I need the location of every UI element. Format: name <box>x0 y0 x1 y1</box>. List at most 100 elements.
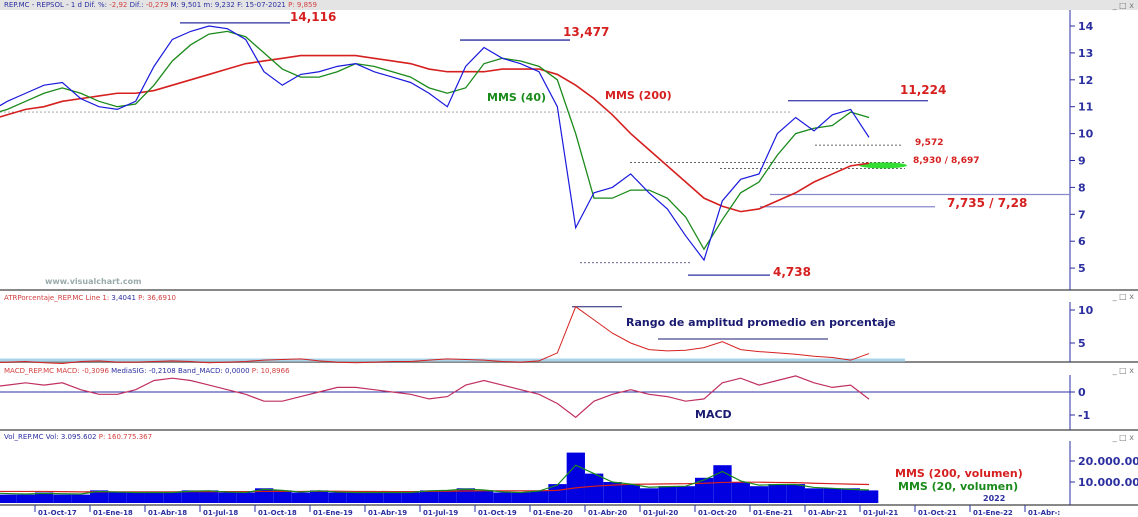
volume-bar <box>768 484 787 503</box>
macd-title: MACD <box>695 408 732 421</box>
date: F: 15-07-2021 <box>237 1 286 9</box>
volume-bar <box>786 484 805 503</box>
x-tick-label: 01-Abr-19 <box>368 509 407 517</box>
x-tick-label: 01-Abr-20 <box>588 509 627 517</box>
volume-bar <box>438 490 457 503</box>
label-vol-mms20: MMS (20, volumen) <box>898 480 1019 493</box>
volume-bar <box>493 492 512 503</box>
volume-bar <box>566 452 585 503</box>
volume-bar <box>181 490 200 503</box>
macd-name: MACD_REP.MC <box>4 367 55 375</box>
vol-p: P: 160.775.367 <box>98 433 153 441</box>
macd-value: -0,3096 <box>81 367 109 375</box>
support-band <box>859 162 907 169</box>
dif: -0,279 <box>145 1 169 9</box>
macd-p: P: 10,8966 <box>251 367 290 375</box>
volume-bar <box>291 492 310 503</box>
macd-axis-tick-label: 0 <box>1078 386 1086 399</box>
annotation-level-7735: 7,735 / 7,28 <box>947 196 1028 210</box>
price-line <box>0 25 870 262</box>
volume-bar <box>841 488 860 503</box>
label-vol-mms200: MMS (200, volumen) <box>895 467 1023 480</box>
x-tick-label: 01-Ene-18 <box>93 509 133 517</box>
volume-bar <box>35 492 54 503</box>
volume-bar <box>200 490 219 503</box>
price-axis-tick-label: 12 <box>1078 74 1093 87</box>
price-axis-tick-label: 6 <box>1078 235 1086 248</box>
volume-bar <box>145 492 164 503</box>
annotation-high-14116: 14,116 <box>290 10 337 24</box>
annotation-low-4738: 4,738 <box>773 265 811 279</box>
year-label: 2022 <box>983 494 1006 503</box>
atr-line-label: Line 1: <box>85 294 110 302</box>
atr-line-value: 3,4041 <box>111 294 136 302</box>
x-tick-label: 01-Jul-20 <box>643 509 678 517</box>
sig-value: -0,2108 <box>148 367 176 375</box>
window-controls-price[interactable]: _ □ x <box>1112 1 1134 10</box>
macd-line <box>0 375 870 419</box>
atr-title: Rango de amplitud promedio en porcentaje <box>626 316 896 329</box>
volume-bar <box>163 492 182 503</box>
volume-bar <box>126 492 145 503</box>
price-axis-tick-label: 5 <box>1078 262 1086 275</box>
atr-axis-tick-label: 5 <box>1078 337 1086 350</box>
volume-mms20-line <box>0 464 870 495</box>
x-tick-label: 01-Ene-20 <box>533 509 573 517</box>
vol-value: 3.095.602 <box>60 433 97 441</box>
volume-bar <box>695 477 714 503</box>
macd-panel-header: MACD_REP.MC MACD: -0,3096 MediaSIG: -0,2… <box>4 367 290 375</box>
volume-bar <box>731 482 750 503</box>
atr-panel-header: ATRPorcentaje_REP.MC Line 1: 3,4041 P: 3… <box>4 294 176 302</box>
volume-bar <box>603 482 622 503</box>
vol-name: Vol_REP.MC <box>4 433 44 441</box>
price-axis-tick-label: 8 <box>1078 181 1086 194</box>
x-tick-label: 01-Ene-22 <box>973 509 1013 517</box>
price-axis-tick-label: 14 <box>1078 20 1094 33</box>
symbol: REP.MC - REPSOL - 1 d <box>4 1 83 9</box>
atr-line <box>0 305 870 364</box>
dif-pct: -2,92 <box>109 1 128 9</box>
x-tick-label: 01-Oct-17 <box>38 509 77 517</box>
volume-bar <box>750 486 769 503</box>
label-mms40: MMS (40) <box>487 91 547 104</box>
volume-bar <box>16 494 35 503</box>
band-label: Band_MACD: <box>177 367 223 375</box>
x-tick-label: 01-Jul-21 <box>863 509 898 517</box>
volume-bar <box>823 488 842 503</box>
volume-bar <box>236 492 255 503</box>
volume-bar <box>456 488 475 503</box>
volume-bar <box>90 490 109 503</box>
annotation-high-13477: 13,477 <box>563 25 610 39</box>
x-tick-label: 01-Oct-21 <box>918 509 957 517</box>
volume-bar <box>218 492 237 503</box>
volume-bar <box>108 492 127 503</box>
volume-bar <box>585 473 604 503</box>
volume-bar <box>530 490 549 503</box>
volume-bar <box>346 492 365 503</box>
volume-bar <box>401 492 420 503</box>
x-tick-label: 01-Abr-: <box>1028 509 1060 517</box>
volume-bar <box>383 492 402 503</box>
window-controls-atr[interactable]: _ □ x <box>1112 292 1134 301</box>
mms40-line <box>0 30 870 251</box>
window-controls-macd[interactable]: _ □ x <box>1112 366 1134 375</box>
atr-axis-tick-label: 10 <box>1078 304 1094 317</box>
volume-panel-header: Vol_REP.MC Vol: 3.095.602 P: 160.775.367 <box>4 433 152 441</box>
volume-bar <box>0 494 17 503</box>
volume-bar <box>53 494 72 503</box>
band-value: 0,0000 <box>225 367 250 375</box>
atr-p: P: 36,6910 <box>138 294 176 302</box>
atr-name: ATRPorcentaje_REP.MC <box>4 294 84 302</box>
annotation-level-9572: 9,572 <box>915 138 944 148</box>
vol-label: Vol: <box>45 433 59 441</box>
x-tick-label: 01-Oct-18 <box>258 509 297 517</box>
volume-bar <box>805 488 824 503</box>
volume-bar <box>658 486 677 503</box>
x-tick-label: 01-Ene-19 <box>313 509 353 517</box>
volume-bar <box>713 465 732 503</box>
volume-axis-tick-label: 20.000.000 <box>1078 455 1138 468</box>
watermark: www.visualchart.com <box>45 277 142 286</box>
window-controls-volume[interactable]: _ □ x <box>1112 433 1134 442</box>
volume-axis-tick-label: 10.000.000 <box>1078 476 1138 489</box>
x-tick-label: 01-Oct-19 <box>478 509 517 517</box>
